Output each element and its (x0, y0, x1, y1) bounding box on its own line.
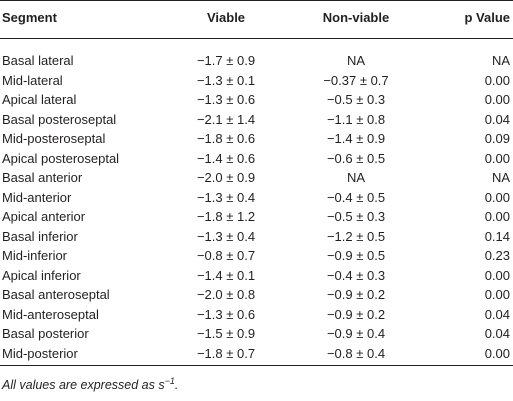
table-cell: Mid-lateral (2, 72, 63, 88)
table-cell: −0.9 ± 0.4 (326, 326, 386, 341)
table-cell: −1.4 ± 0.9 (326, 131, 386, 146)
table-cell: −0.9 ± 0.2 (326, 306, 386, 322)
table-cell: Apical inferior (2, 267, 81, 283)
table-cell: 0.00 (484, 92, 510, 107)
table-cell: −1.3 ± 0.4 (196, 189, 256, 205)
footnote-text: All values are expressed as s (2, 378, 165, 393)
table-cell: −1.1 ± 0.8 (326, 111, 386, 127)
footnote-end: . (174, 378, 179, 393)
table-cell: 0.14 (484, 228, 510, 244)
table-cell: −0.9 ± 0.2 (326, 287, 386, 302)
table-cell: −1.8 ± 0.7 (196, 345, 256, 361)
column-header: Viable (206, 10, 246, 25)
table-cell: −1.3 ± 0.6 (196, 306, 256, 322)
footnote: All values are expressed as s−1. (2, 376, 178, 392)
table-cell: −0.5 ± 0.3 (326, 92, 386, 107)
table-cell: 0.23 (484, 248, 510, 263)
table-cell: −1.5 ± 0.9 (196, 326, 256, 341)
table-cell: Mid-anteroseptal (2, 306, 99, 322)
top-rule (0, 0, 513, 1)
footnote-superscript: −1 (164, 376, 175, 386)
table-cell: −0.8 ± 0.4 (326, 345, 386, 361)
table-cell: Basal anterior (2, 170, 83, 185)
table-cell: 0.00 (484, 345, 510, 361)
table-cell: −1.4 ± 0.1 (196, 267, 256, 283)
table-cell: −0.8 ± 0.7 (196, 248, 256, 263)
table-cell: 0.00 (484, 72, 510, 88)
table-cell: −0.6 ± 0.5 (326, 150, 386, 166)
table-cell: −0.4 ± 0.3 (326, 267, 386, 283)
table-cell: 0.04 (484, 306, 510, 322)
table-cell: NA (346, 53, 366, 68)
table-cell: Mid-posteroseptal (2, 131, 106, 146)
table-cell: −1.2 ± 0.5 (326, 228, 386, 244)
table-cell: −0.9 ± 0.5 (326, 248, 386, 263)
table-cell: Basal lateral (2, 53, 74, 68)
column-header: p Value (464, 10, 510, 25)
table-cell: −0.4 ± 0.5 (326, 189, 386, 205)
table-cell: Basal anteroseptal (2, 287, 110, 302)
table-cell: Basal inferior (2, 228, 78, 244)
table-cell: 0.00 (484, 267, 510, 283)
table-cell: 0.00 (484, 209, 510, 224)
table-cell: Apical anterior (2, 209, 86, 224)
table-cell: Basal posteroseptal (2, 111, 117, 127)
table-cell: 0.04 (484, 326, 510, 341)
table-cell: −2.0 ± 0.9 (196, 170, 256, 185)
table-cell: Mid-posterior (2, 345, 78, 361)
table-cell: Mid-inferior (2, 248, 68, 263)
column-header: Segment (2, 10, 57, 25)
table-cell: NA (346, 170, 366, 185)
table-cell: −0.37 ± 0.7 (323, 72, 389, 88)
table-cell: −1.4 ± 0.6 (196, 150, 256, 166)
table-cell: −2.1 ± 1.4 (196, 111, 256, 127)
table-cell: −1.7 ± 0.9 (196, 53, 256, 68)
bottom-rule (0, 365, 513, 366)
table-cell: NA (491, 170, 510, 185)
table-cell: Apical posteroseptal (2, 150, 120, 166)
table-cell: −1.8 ± 0.6 (196, 131, 256, 146)
table-cell: Basal posterior (2, 326, 89, 341)
column-header: Non-viable (322, 10, 390, 25)
table-cell: −2.0 ± 0.8 (196, 287, 256, 302)
table-cell: 0.00 (484, 189, 510, 205)
table-cell: NA (491, 53, 510, 68)
table-cell: −1.3 ± 0.4 (196, 228, 256, 244)
table-cell: −1.3 ± 0.1 (196, 72, 256, 88)
table-cell: 0.09 (484, 131, 510, 146)
table-cell: Apical lateral (2, 92, 77, 107)
table-cell: −0.5 ± 0.3 (326, 209, 386, 224)
table-cell: 0.04 (484, 111, 510, 127)
table-cell: Mid-anterior (2, 189, 72, 205)
header-rule (0, 38, 513, 39)
table-cell: −1.8 ± 1.2 (196, 209, 256, 224)
table-cell: 0.00 (484, 287, 510, 302)
table-cell: 0.00 (484, 150, 510, 166)
table-cell: −1.3 ± 0.6 (196, 92, 256, 107)
